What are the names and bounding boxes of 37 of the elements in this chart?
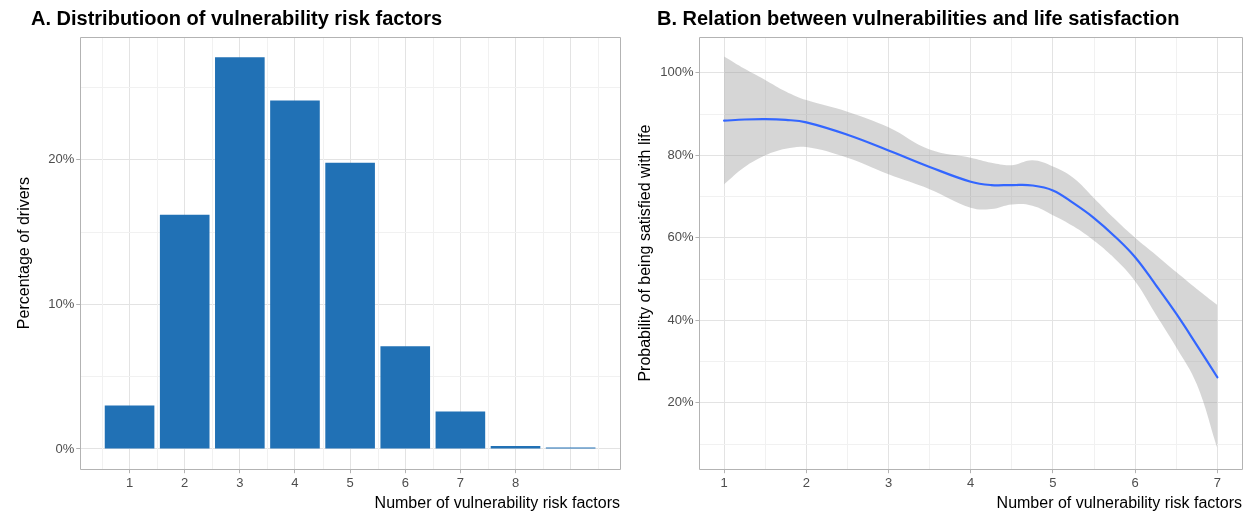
y-axis-title: Probability of being satisfied with life: [636, 124, 654, 382]
y-tick-label: 20%: [667, 394, 694, 410]
bar: [325, 162, 375, 449]
x-tick-label: 6: [1131, 474, 1139, 490]
x-tick-label: 5: [1049, 474, 1057, 490]
bar: [159, 214, 210, 449]
x-tick-label: 3: [236, 474, 244, 490]
y-tick-label: 0%: [55, 440, 75, 456]
y-tick-label: 10%: [48, 295, 75, 311]
x-tick-label: 7: [456, 474, 464, 490]
x-tick-label: 3: [884, 474, 893, 490]
x-tick-label: 7: [1213, 474, 1221, 490]
x-tick-label: 4: [967, 474, 975, 490]
y-axis-title: Percentage of drivers: [15, 177, 33, 330]
bar: [215, 57, 265, 449]
x-tick-label: 4: [291, 474, 299, 490]
chart-title: B. Relation between vulnerabilities and life satisfaction: [657, 7, 1180, 30]
x-tick-label: 6: [401, 474, 409, 490]
bar: [270, 100, 320, 449]
y-tick-label: 100%: [660, 64, 694, 80]
x-tick-label: 8: [511, 474, 520, 490]
bar: [435, 411, 486, 449]
bar: [104, 405, 155, 449]
line-series: [723, 117, 1219, 379]
y-tick-label: 40%: [667, 311, 694, 327]
x-tick-label: 2: [802, 474, 810, 490]
x-tick-label: 5: [346, 474, 354, 490]
y-tick-label: 80%: [667, 146, 694, 162]
x-tick-label: 1: [720, 474, 728, 490]
x-tick-label: 1: [125, 474, 134, 490]
y-tick-label: 60%: [667, 229, 694, 245]
x-axis-title: Number of vulnerability risk factors: [374, 493, 620, 511]
bar: [380, 346, 431, 449]
y-tick-label: 20%: [48, 151, 75, 167]
chart-title: A. Distributioon of vulnerability risk factors: [31, 7, 443, 30]
x-tick-label: 2: [181, 474, 189, 490]
x-axis-title: Number of vulnerability risk factors: [996, 493, 1242, 511]
